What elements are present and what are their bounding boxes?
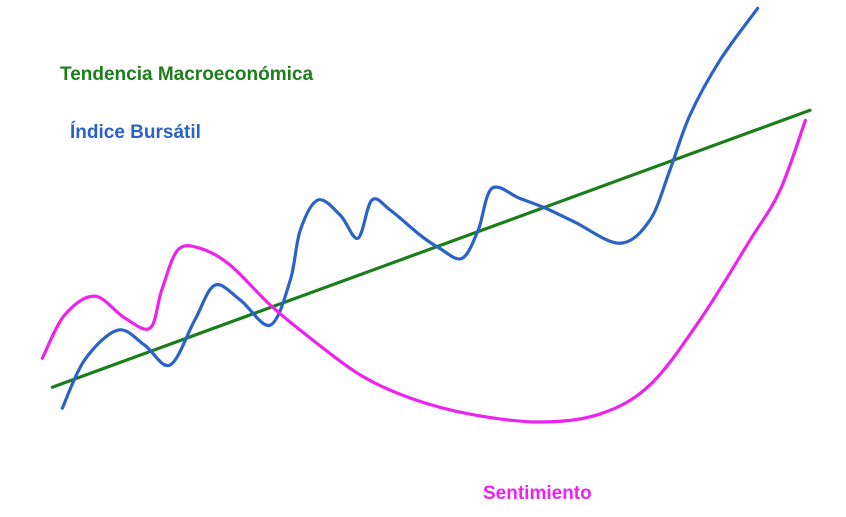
series-label: Tendencia Macroeconómica: [60, 64, 313, 85]
series-label: Índice Bursátil: [70, 121, 201, 143]
series-line: [40, 118, 807, 424]
series-label: Sentimiento: [483, 483, 592, 504]
series-line: [60, 6, 760, 410]
series-line: [50, 108, 812, 389]
